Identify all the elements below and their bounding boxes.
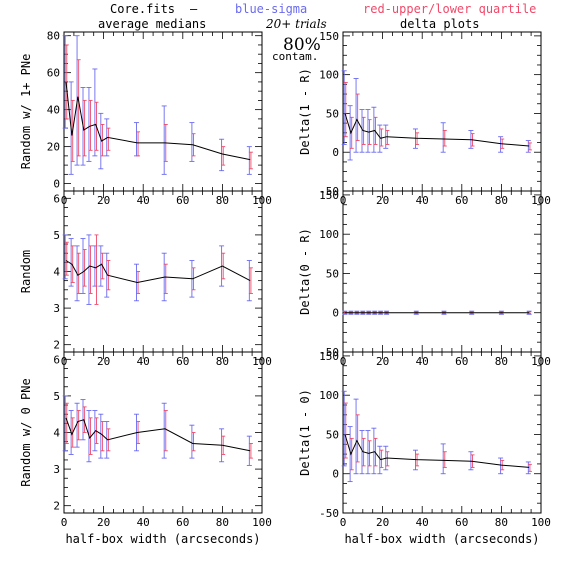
x-axis-label: half-box width (arcseconds) xyxy=(65,532,260,546)
panel-bottom-left: 0 20 40 60 80 100 2 3 4 5 6 Random w/ 0 PNe half-box… xyxy=(19,351,272,546)
median-line xyxy=(65,260,251,284)
header-dash: — xyxy=(190,2,198,16)
y-tick-label: -50 xyxy=(319,346,339,359)
y-tick-label: 100 xyxy=(319,228,339,241)
plot-frame xyxy=(342,31,542,192)
x-tick-label: 60 xyxy=(176,194,189,207)
y-tick-label: 2 xyxy=(53,500,60,513)
y-tick-label: 150 xyxy=(319,350,339,363)
x-tick-label: 80 xyxy=(495,355,508,368)
plot-frame xyxy=(63,31,263,192)
y-tick-label: 80 xyxy=(47,30,60,43)
header-red-label: red-upper/lower quartile xyxy=(363,2,536,16)
y-tick-label: 6 xyxy=(53,192,60,205)
x-tick-label: 20 xyxy=(97,194,110,207)
plot-frame xyxy=(342,190,542,353)
header-file: Core.fits xyxy=(110,2,175,16)
x-tick-label: 20 xyxy=(376,355,389,368)
x-tick-label: 40 xyxy=(137,516,150,529)
y-tick-label: 0 xyxy=(332,468,339,481)
y-tick-label: 3 xyxy=(53,463,60,476)
x-axis-label: half-box width (arcseconds) xyxy=(344,532,539,546)
y-tick-label: 0 xyxy=(332,307,339,320)
y-tick-label: 20 xyxy=(47,141,60,154)
contamination-label: contam. xyxy=(272,50,318,63)
x-tick-label: 20 xyxy=(376,194,389,207)
header-blue-label: blue-sigma xyxy=(235,2,307,16)
x-tick-label: 60 xyxy=(176,516,189,529)
y-tick-label: 6 xyxy=(53,353,60,366)
x-tick-label: 80 xyxy=(216,355,229,368)
trials-label: 20+ trials xyxy=(265,17,327,31)
x-tick-label: 40 xyxy=(416,516,429,529)
x-tick-label: 20 xyxy=(376,516,389,529)
x-tick-label: 60 xyxy=(455,194,468,207)
x-tick-label: 60 xyxy=(455,355,468,368)
y-tick-label: 50 xyxy=(326,107,339,120)
x-tick-label: 40 xyxy=(416,355,429,368)
y-tick-label: 100 xyxy=(319,389,339,402)
x-tick-label: 40 xyxy=(137,355,150,368)
y-tick-label: -50 xyxy=(319,507,339,520)
median-line xyxy=(65,417,251,452)
y-tick-label: -50 xyxy=(319,185,339,198)
y-tick-label: 4 xyxy=(53,427,60,440)
x-tick-label: 100 xyxy=(252,516,272,529)
y-axis-label: Delta(1 - R) xyxy=(298,68,312,155)
y-axis-label: Random xyxy=(19,250,33,293)
y-tick-label: 50 xyxy=(326,428,339,441)
median-line xyxy=(344,113,530,147)
y-tick-label: 50 xyxy=(326,267,339,280)
x-tick-label: 80 xyxy=(495,194,508,207)
x-tick-label: 20 xyxy=(97,355,110,368)
right-column-title: delta plots xyxy=(400,17,479,31)
x-tick-label: 60 xyxy=(176,355,189,368)
plot-frame xyxy=(342,351,542,514)
y-axis-label: Random w/ 1+ PNe xyxy=(19,54,33,170)
median-line xyxy=(65,81,251,161)
x-tick-label: 80 xyxy=(216,516,229,529)
y-tick-label: 3 xyxy=(53,302,60,315)
y-tick-label: 40 xyxy=(47,104,60,117)
x-tick-label: 0 xyxy=(340,516,347,529)
x-tick-label: 80 xyxy=(495,516,508,529)
x-tick-label: 40 xyxy=(416,194,429,207)
y-axis-label: Delta(1 - 0) xyxy=(298,389,312,476)
y-tick-label: 100 xyxy=(319,69,339,82)
y-tick-label: 0 xyxy=(332,146,339,159)
header: Core.fits — blue-sigma red-upper/lower q… xyxy=(98,2,536,63)
y-tick-label: 150 xyxy=(319,189,339,202)
contamination-percent: 80% xyxy=(283,35,321,55)
left-column-title: average medians xyxy=(98,17,206,31)
x-tick-label: 80 xyxy=(216,194,229,207)
x-tick-label: 60 xyxy=(455,516,468,529)
y-axis-label: Random w/ 0 PNe xyxy=(19,378,33,486)
x-tick-label: 20 xyxy=(97,516,110,529)
y-tick-label: 5 xyxy=(53,229,60,242)
y-tick-label: 5 xyxy=(53,390,60,403)
x-tick-label: 40 xyxy=(137,194,150,207)
y-tick-label: 0 xyxy=(53,178,60,191)
y-tick-label: 2 xyxy=(53,339,60,352)
y-tick-label: 60 xyxy=(47,67,60,80)
y-tick-label: 150 xyxy=(319,30,339,43)
x-tick-label: 100 xyxy=(531,516,551,529)
y-axis-label: Delta(0 - R) xyxy=(298,228,312,315)
y-tick-label: 4 xyxy=(53,266,60,279)
x-tick-label: 0 xyxy=(61,516,68,529)
median-line xyxy=(344,434,530,468)
